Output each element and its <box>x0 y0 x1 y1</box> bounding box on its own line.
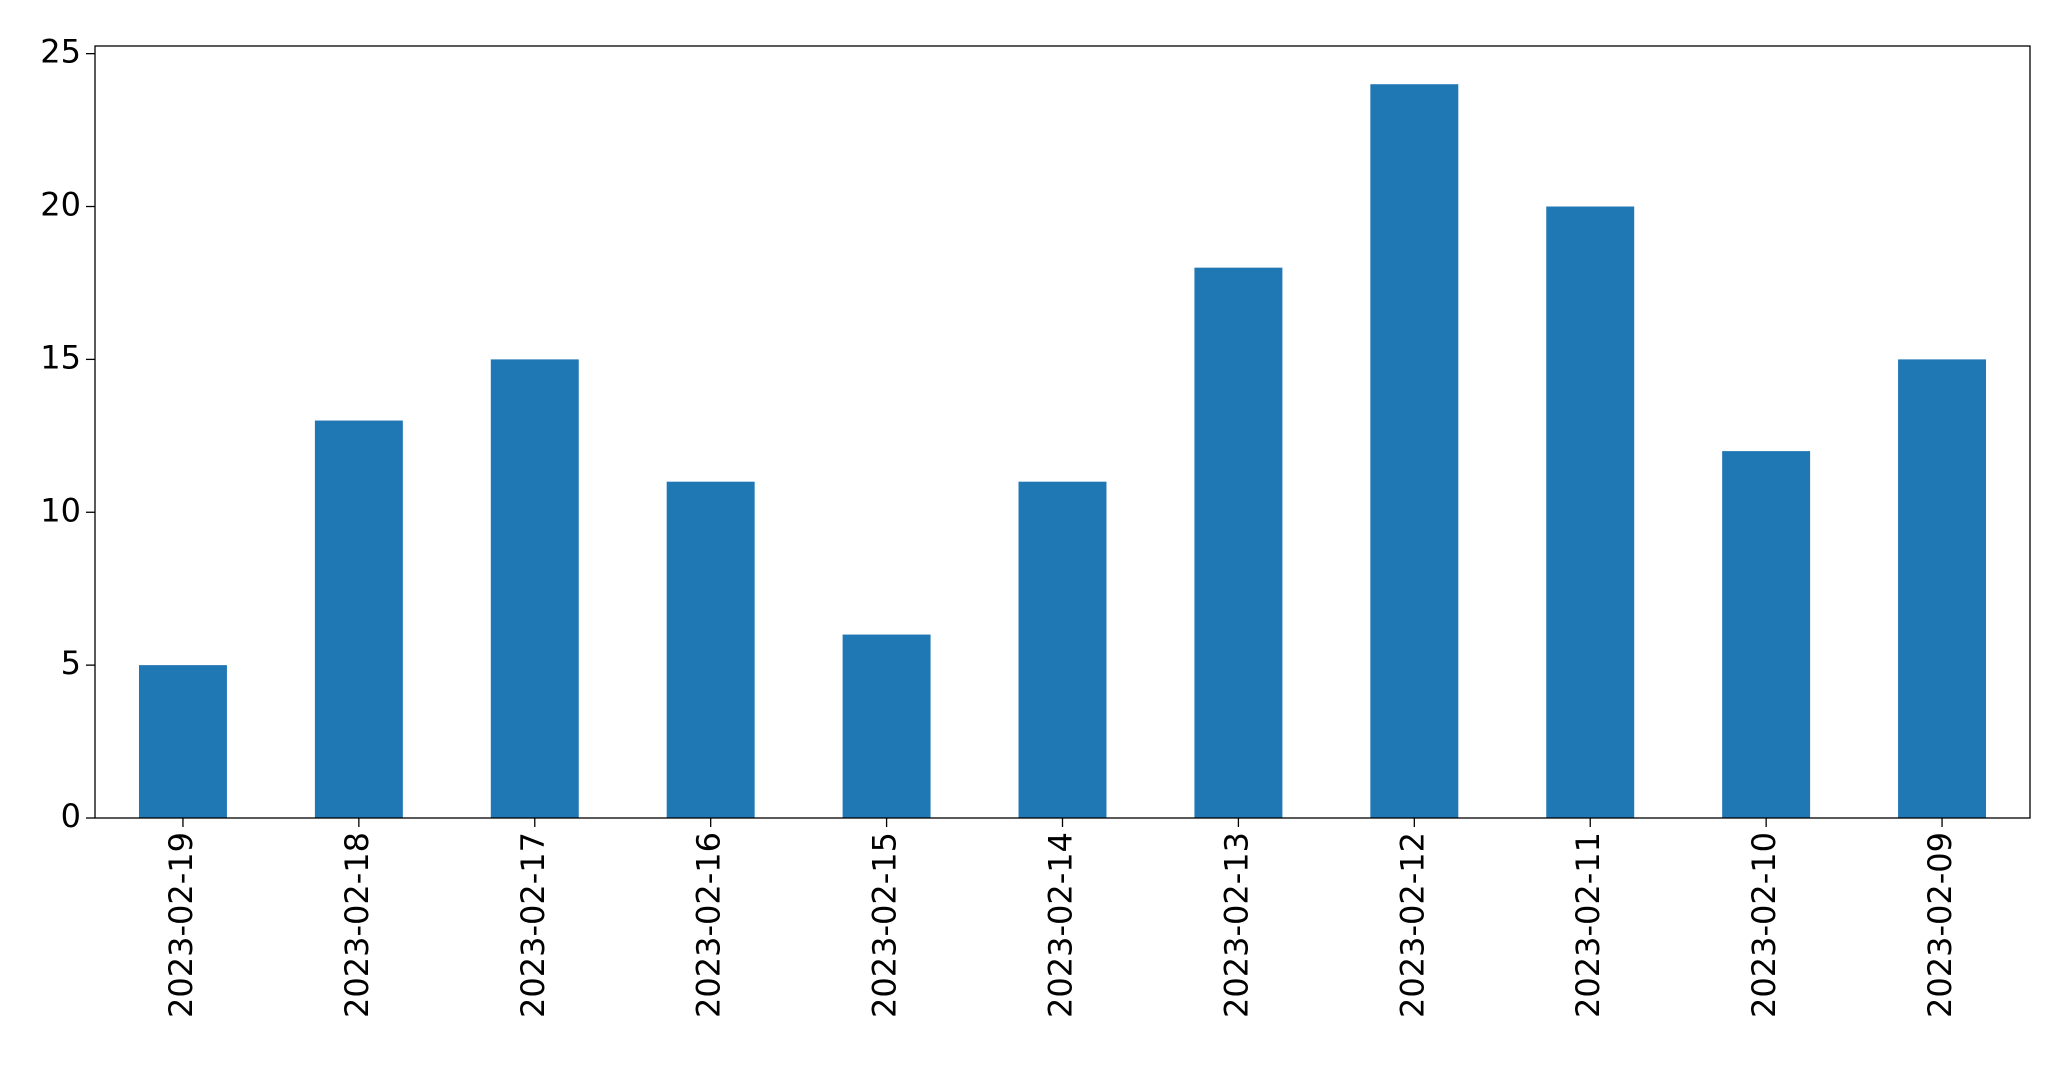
x-tick-label: 2023-02-16 <box>690 832 728 1018</box>
bar <box>1722 451 1811 818</box>
x-tick-label: 2023-02-11 <box>1569 832 1607 1018</box>
bar <box>1194 267 1283 819</box>
x-tick-label: 2023-02-15 <box>866 832 904 1018</box>
bar <box>138 665 227 818</box>
bar <box>490 359 579 818</box>
bar <box>842 634 931 818</box>
y-tick-label: 5 <box>61 644 81 682</box>
x-tick-label: 2023-02-12 <box>1393 832 1431 1018</box>
x-tick-label: 2023-02-17 <box>514 832 552 1018</box>
x-tick-label: 2023-02-14 <box>1042 832 1080 1018</box>
y-tick-label: 25 <box>40 33 81 71</box>
bar <box>314 420 403 818</box>
y-tick-label: 10 <box>40 491 81 529</box>
x-tick-label: 2023-02-13 <box>1217 832 1255 1018</box>
plot-frame <box>94 45 2031 819</box>
bar <box>666 481 755 818</box>
x-tick-label: 2023-02-19 <box>162 832 200 1018</box>
bar <box>1898 359 1987 818</box>
y-tick-label: 15 <box>40 338 81 376</box>
x-tick-label: 2023-02-10 <box>1745 832 1783 1018</box>
y-tick-label: 0 <box>61 797 81 835</box>
bar <box>1018 481 1107 818</box>
x-tick-label: 2023-02-09 <box>1921 832 1959 1018</box>
bar <box>1546 206 1635 819</box>
bar <box>1370 84 1459 818</box>
x-tick-label: 2023-02-18 <box>338 832 376 1018</box>
y-tick-label: 20 <box>40 186 81 224</box>
